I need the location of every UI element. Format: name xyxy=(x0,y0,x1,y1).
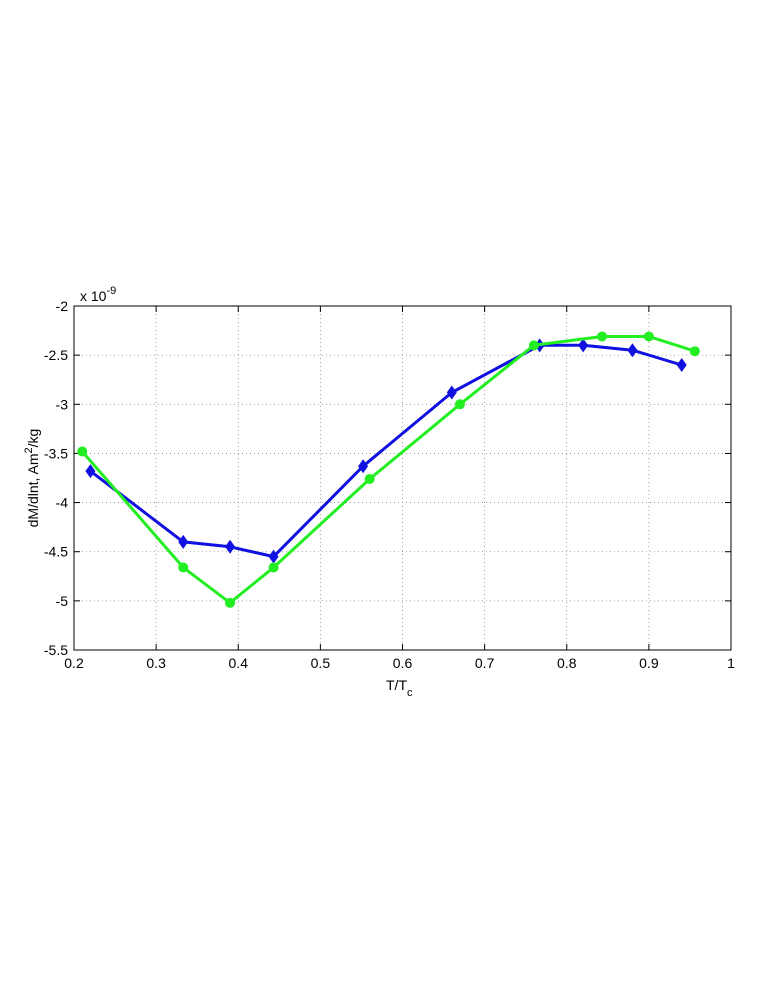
y-tick-label: -4.5 xyxy=(44,544,68,560)
data-point-circle xyxy=(225,597,236,608)
data-point-diamond xyxy=(268,549,279,564)
x-tick-label: 1 xyxy=(727,655,735,671)
x-tick-label: 0.6 xyxy=(393,655,413,671)
data-point-diamond xyxy=(676,357,687,372)
data-point-circle xyxy=(597,331,608,342)
data-point-circle xyxy=(454,399,465,410)
y-tick-label: -3.5 xyxy=(44,445,68,461)
series-line xyxy=(89,343,683,559)
data-point-circle xyxy=(643,331,654,342)
ticks: 0.2 0.3 0.4 0.5 0.6 0.7 0.8 0.9 1 -2 -2.5 -3 -3.5 -4 -… xyxy=(44,298,735,671)
y-axis-label: dM/dlnt, Am2/kg xyxy=(23,429,41,528)
data-point-diamond xyxy=(358,459,369,474)
x-tick-label: 0.5 xyxy=(311,655,331,671)
data-point-diamond xyxy=(225,539,236,554)
grid xyxy=(74,306,731,650)
series-1 xyxy=(85,338,687,564)
x-tick-label: 0.9 xyxy=(639,655,659,671)
y-tick-label: -3 xyxy=(56,396,69,412)
data-point-circle xyxy=(268,562,279,573)
data-point-diamond xyxy=(178,534,189,549)
x-tick-label: 0.3 xyxy=(146,655,166,671)
data-point-diamond xyxy=(578,338,589,353)
exponent-label: x 10-9 xyxy=(80,285,116,304)
data-point-diamond xyxy=(85,464,96,479)
series-layer xyxy=(77,331,700,608)
data-point-circle xyxy=(528,340,539,351)
x-tick-label: 0.2 xyxy=(64,655,84,671)
data-point-circle xyxy=(178,562,189,573)
x-tick-label: 0.8 xyxy=(557,655,577,671)
data-point-diamond xyxy=(446,385,457,400)
data-point-circle xyxy=(77,446,88,457)
x-tick-label: 0.4 xyxy=(229,655,249,671)
series-line xyxy=(81,335,696,605)
y-tick-label: -2.5 xyxy=(44,347,68,363)
y-tick-label: -5 xyxy=(56,593,69,609)
x-tick-label: 0.7 xyxy=(475,655,495,671)
data-point-diamond xyxy=(627,343,638,358)
y-tick-label: -5.5 xyxy=(44,642,68,658)
x-axis-label: T/Tc xyxy=(386,677,413,699)
data-point-circle xyxy=(364,473,375,484)
y-tick-label: -2 xyxy=(56,298,69,314)
y-tick-label: -4 xyxy=(56,495,69,511)
data-point-circle xyxy=(689,346,700,357)
series-2 xyxy=(77,331,700,608)
